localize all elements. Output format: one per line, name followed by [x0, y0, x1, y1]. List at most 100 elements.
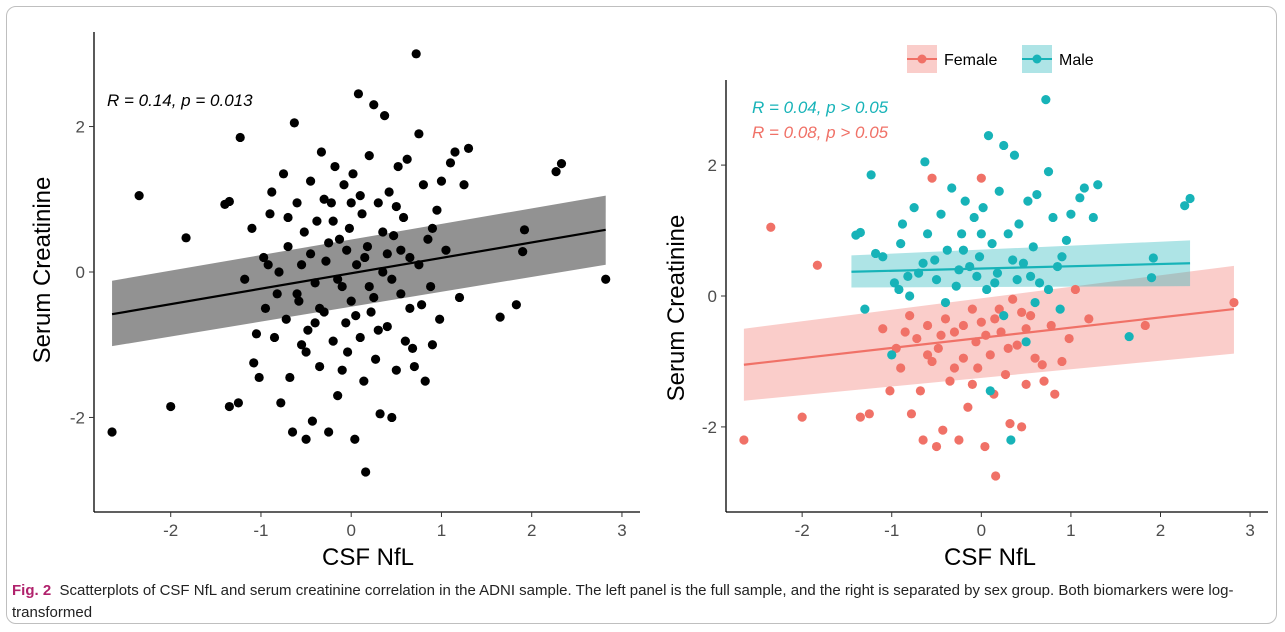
data-point: [305, 249, 316, 259]
data-point: [281, 314, 291, 324]
data-point: [283, 212, 293, 223]
data-point-male: [1032, 189, 1042, 200]
data-point: [240, 274, 250, 284]
data-point-male: [909, 203, 919, 213]
data-point-female: [797, 412, 807, 422]
data-point-female: [927, 356, 937, 367]
data-point-female: [949, 363, 960, 373]
data-point-female: [1000, 369, 1011, 380]
data-point: [402, 154, 412, 164]
data-point: [251, 329, 262, 339]
data-point-female: [912, 333, 922, 344]
x-tick-label: -2: [795, 521, 810, 540]
data-point: [265, 209, 275, 219]
data-point: [287, 427, 298, 437]
axes: -2 -1 0 1 2 3 -2 0 2: [70, 32, 640, 540]
data-point: [299, 227, 309, 237]
data-point: [326, 198, 336, 208]
data-point-female: [900, 327, 910, 337]
data-point-male: [972, 271, 982, 281]
data-point: [285, 372, 295, 383]
data-point-female: [963, 402, 973, 412]
data-point: [414, 129, 424, 139]
data-point: [321, 256, 331, 266]
data-point: [427, 223, 438, 233]
data-point-female: [1050, 389, 1060, 399]
data-point: [441, 245, 451, 255]
x-tick-label: 0: [977, 521, 986, 540]
data-point: [378, 227, 388, 237]
data-point: [369, 292, 379, 303]
data-point-male: [1021, 337, 1031, 347]
y-tick-label: 2: [76, 118, 85, 137]
data-point-male: [1028, 242, 1038, 252]
data-point-female: [1229, 297, 1239, 308]
data-point: [341, 318, 351, 328]
legend-label-male: Male: [1059, 52, 1094, 69]
data-point-female: [967, 379, 977, 389]
data-point: [303, 325, 313, 335]
legend-label-female: Female: [944, 52, 997, 69]
data-point-female: [994, 304, 1004, 314]
data-point-male: [1023, 196, 1033, 206]
data-point: [435, 314, 445, 324]
data-point: [355, 191, 365, 201]
data-point: [346, 198, 356, 208]
correlation-annotation: R = 0.14, p = 0.013: [107, 91, 253, 110]
data-point-male: [1093, 180, 1103, 190]
caption-text: Scatterplots of CSF NfL and serum creati…: [12, 582, 1234, 621]
data-point-male: [960, 196, 970, 206]
data-point-female: [990, 314, 1000, 324]
data-point-female: [896, 363, 906, 373]
data-point-male: [1048, 212, 1058, 223]
data-point-male: [1088, 212, 1098, 223]
data-point-male: [1003, 229, 1013, 239]
data-point: [495, 312, 505, 322]
data-point-male: [1025, 271, 1036, 281]
data-point-male: [860, 304, 870, 314]
data-point-male: [951, 281, 961, 291]
data-point: [312, 216, 322, 226]
x-tick-label: 2: [527, 521, 536, 540]
data-point: [272, 289, 282, 299]
data-point: [418, 180, 429, 190]
data-point-male: [889, 278, 900, 288]
data-point-female: [967, 304, 977, 314]
data-point: [263, 260, 273, 270]
data-point-male: [1018, 258, 1029, 268]
data-point-female: [915, 386, 926, 396]
data-point: [511, 300, 521, 310]
data-point: [393, 161, 403, 172]
data-point: [400, 336, 410, 346]
data-point: [259, 252, 269, 263]
data-point-female: [976, 317, 986, 327]
data-point: [364, 151, 374, 161]
data-point-male: [1012, 275, 1022, 285]
y-tick-label: 0: [708, 287, 717, 306]
data-point: [551, 167, 561, 177]
data-point: [373, 325, 383, 335]
points-layer: [107, 49, 611, 477]
data-point: [310, 318, 320, 328]
legend-dot-male: [1032, 54, 1042, 64]
data-point-female: [864, 409, 874, 419]
data-point: [296, 340, 307, 350]
data-point: [411, 49, 421, 59]
data-point-male: [1041, 95, 1051, 105]
data-point-male: [866, 170, 876, 180]
data-point: [519, 225, 530, 235]
data-point: [334, 234, 345, 244]
data-point: [352, 260, 362, 270]
data-point: [233, 398, 243, 408]
data-point: [391, 365, 401, 375]
data-point: [351, 311, 361, 321]
x-tick-label: -2: [163, 521, 178, 540]
data-point-female: [945, 376, 955, 386]
data-point: [364, 281, 374, 292]
data-point: [409, 361, 419, 372]
data-point: [247, 223, 257, 233]
data-point-female: [1012, 340, 1022, 350]
y-tick-label: -2: [70, 408, 85, 427]
data-point: [357, 209, 367, 219]
data-point-male: [903, 271, 913, 281]
